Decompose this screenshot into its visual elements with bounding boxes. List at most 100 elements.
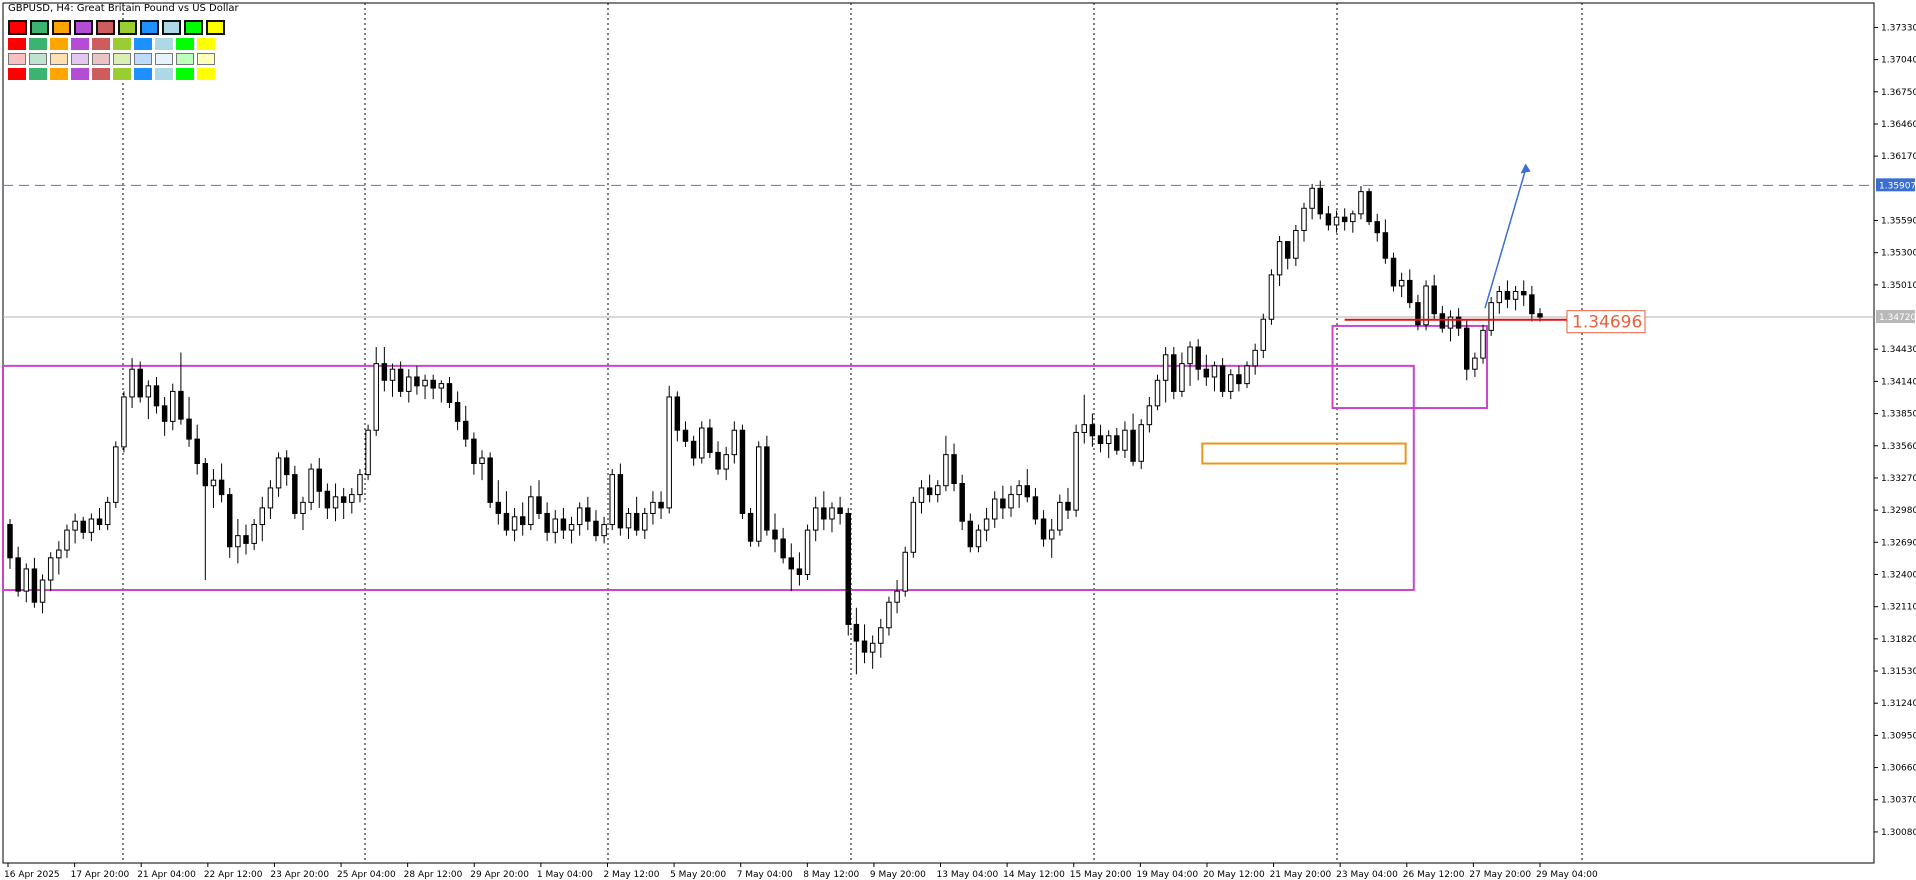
color-swatch[interactable] — [50, 38, 68, 50]
y-tick-label: 1.31530 — [1881, 667, 1916, 677]
color-swatch[interactable] — [155, 68, 173, 80]
color-swatch[interactable] — [71, 68, 89, 80]
color-swatch[interactable] — [92, 38, 110, 50]
color-swatch[interactable] — [197, 53, 215, 65]
candle-body — [259, 507, 266, 526]
color-swatch[interactable] — [197, 38, 215, 50]
color-swatch[interactable] — [176, 68, 194, 80]
candle-body — [1187, 346, 1193, 365]
color-palette[interactable] — [8, 20, 225, 83]
color-swatch[interactable] — [197, 68, 215, 80]
candle-body — [80, 520, 86, 533]
color-swatch[interactable] — [140, 20, 159, 35]
color-swatch[interactable] — [206, 20, 225, 35]
candle-body — [186, 418, 192, 440]
color-swatch[interactable] — [113, 38, 131, 50]
candle-body — [1130, 429, 1136, 462]
color-swatch[interactable] — [29, 38, 47, 50]
candle-body — [576, 507, 583, 526]
color-swatch[interactable] — [50, 68, 68, 80]
color-swatch[interactable] — [118, 20, 137, 35]
candle-body — [1179, 363, 1185, 392]
color-swatch[interactable] — [113, 68, 131, 80]
color-swatch[interactable] — [92, 53, 110, 65]
color-swatch[interactable] — [50, 53, 68, 65]
candle-body — [1301, 207, 1307, 231]
color-swatch[interactable] — [74, 20, 93, 35]
color-swatch[interactable] — [71, 53, 89, 65]
candle-body — [389, 368, 396, 381]
x-tick-label: 5 May 20:00 — [670, 870, 726, 880]
candle-body — [536, 496, 542, 514]
candle-body — [625, 512, 632, 529]
x-tick-label: 16 Apr 2025 — [4, 870, 60, 880]
color-swatch[interactable] — [30, 20, 49, 35]
candle-body — [235, 535, 241, 548]
color-swatch[interactable] — [155, 53, 173, 65]
candle-body — [1504, 291, 1511, 300]
candle-body — [1390, 257, 1397, 287]
candle-body — [471, 438, 477, 465]
candle-body — [64, 529, 70, 551]
color-swatch[interactable] — [29, 68, 47, 80]
candle-body — [650, 501, 656, 514]
y-tick-label: 1.33850 — [1881, 410, 1916, 420]
candle-body — [218, 479, 225, 496]
color-swatch[interactable] — [134, 53, 152, 65]
candle-body — [1537, 313, 1543, 318]
x-tick-label: 14 May 12:00 — [1003, 870, 1065, 880]
candle-body — [853, 623, 860, 642]
color-swatch[interactable] — [96, 20, 115, 35]
candle-body — [682, 429, 689, 442]
color-swatch[interactable] — [8, 53, 26, 65]
color-swatch[interactable] — [8, 20, 27, 35]
candle-body — [1350, 213, 1356, 223]
candle-body — [1000, 498, 1006, 509]
time-axis: 16 Apr 2025 17 Apr 20:00 21 Apr 04:00 22 Ap… — [4, 863, 1598, 880]
candle-body — [593, 520, 599, 537]
color-swatch[interactable] — [155, 38, 173, 50]
candle-body — [772, 529, 778, 540]
color-swatch[interactable] — [176, 38, 194, 50]
price-label: 1.34696 — [1572, 313, 1642, 333]
color-swatch[interactable] — [184, 20, 203, 35]
candle-body — [1439, 313, 1446, 329]
candle-body — [690, 440, 697, 459]
candle-body — [707, 427, 713, 453]
color-swatch[interactable] — [134, 68, 152, 80]
candle-body — [1057, 501, 1063, 531]
color-swatch[interactable] — [8, 68, 26, 80]
candle-body — [1122, 429, 1128, 451]
candle-body — [1097, 435, 1104, 445]
candle-body — [983, 518, 990, 531]
color-swatch[interactable] — [29, 53, 47, 65]
x-tick-label: 1 May 04:00 — [537, 870, 593, 880]
color-swatch[interactable] — [8, 38, 26, 50]
x-tick-label: 26 May 12:00 — [1403, 870, 1465, 880]
color-swatch[interactable] — [113, 53, 131, 65]
y-tick-label: 1.30660 — [1881, 764, 1916, 774]
color-swatch[interactable] — [71, 38, 89, 50]
candle-body — [1171, 354, 1177, 392]
candle-body — [796, 568, 803, 575]
candle-body — [194, 438, 200, 465]
candle-body — [1203, 368, 1210, 378]
candle-body — [1472, 357, 1478, 370]
candle-body — [1407, 279, 1413, 304]
candle-body — [1431, 285, 1437, 315]
price-label-box — [1566, 310, 1646, 334]
candle-body — [1284, 241, 1291, 259]
candle-body — [552, 518, 559, 533]
color-swatch[interactable] — [92, 68, 110, 80]
y-tick-label: 1.32690 — [1881, 538, 1916, 548]
candle-body — [1480, 329, 1486, 359]
candle-body — [878, 627, 884, 644]
y-tick-label: 1.36170 — [1881, 152, 1916, 162]
color-swatch[interactable] — [176, 53, 194, 65]
color-swatch[interactable] — [52, 20, 71, 35]
color-swatch[interactable] — [162, 20, 181, 35]
candle-body — [210, 479, 217, 487]
color-swatch[interactable] — [134, 38, 152, 50]
